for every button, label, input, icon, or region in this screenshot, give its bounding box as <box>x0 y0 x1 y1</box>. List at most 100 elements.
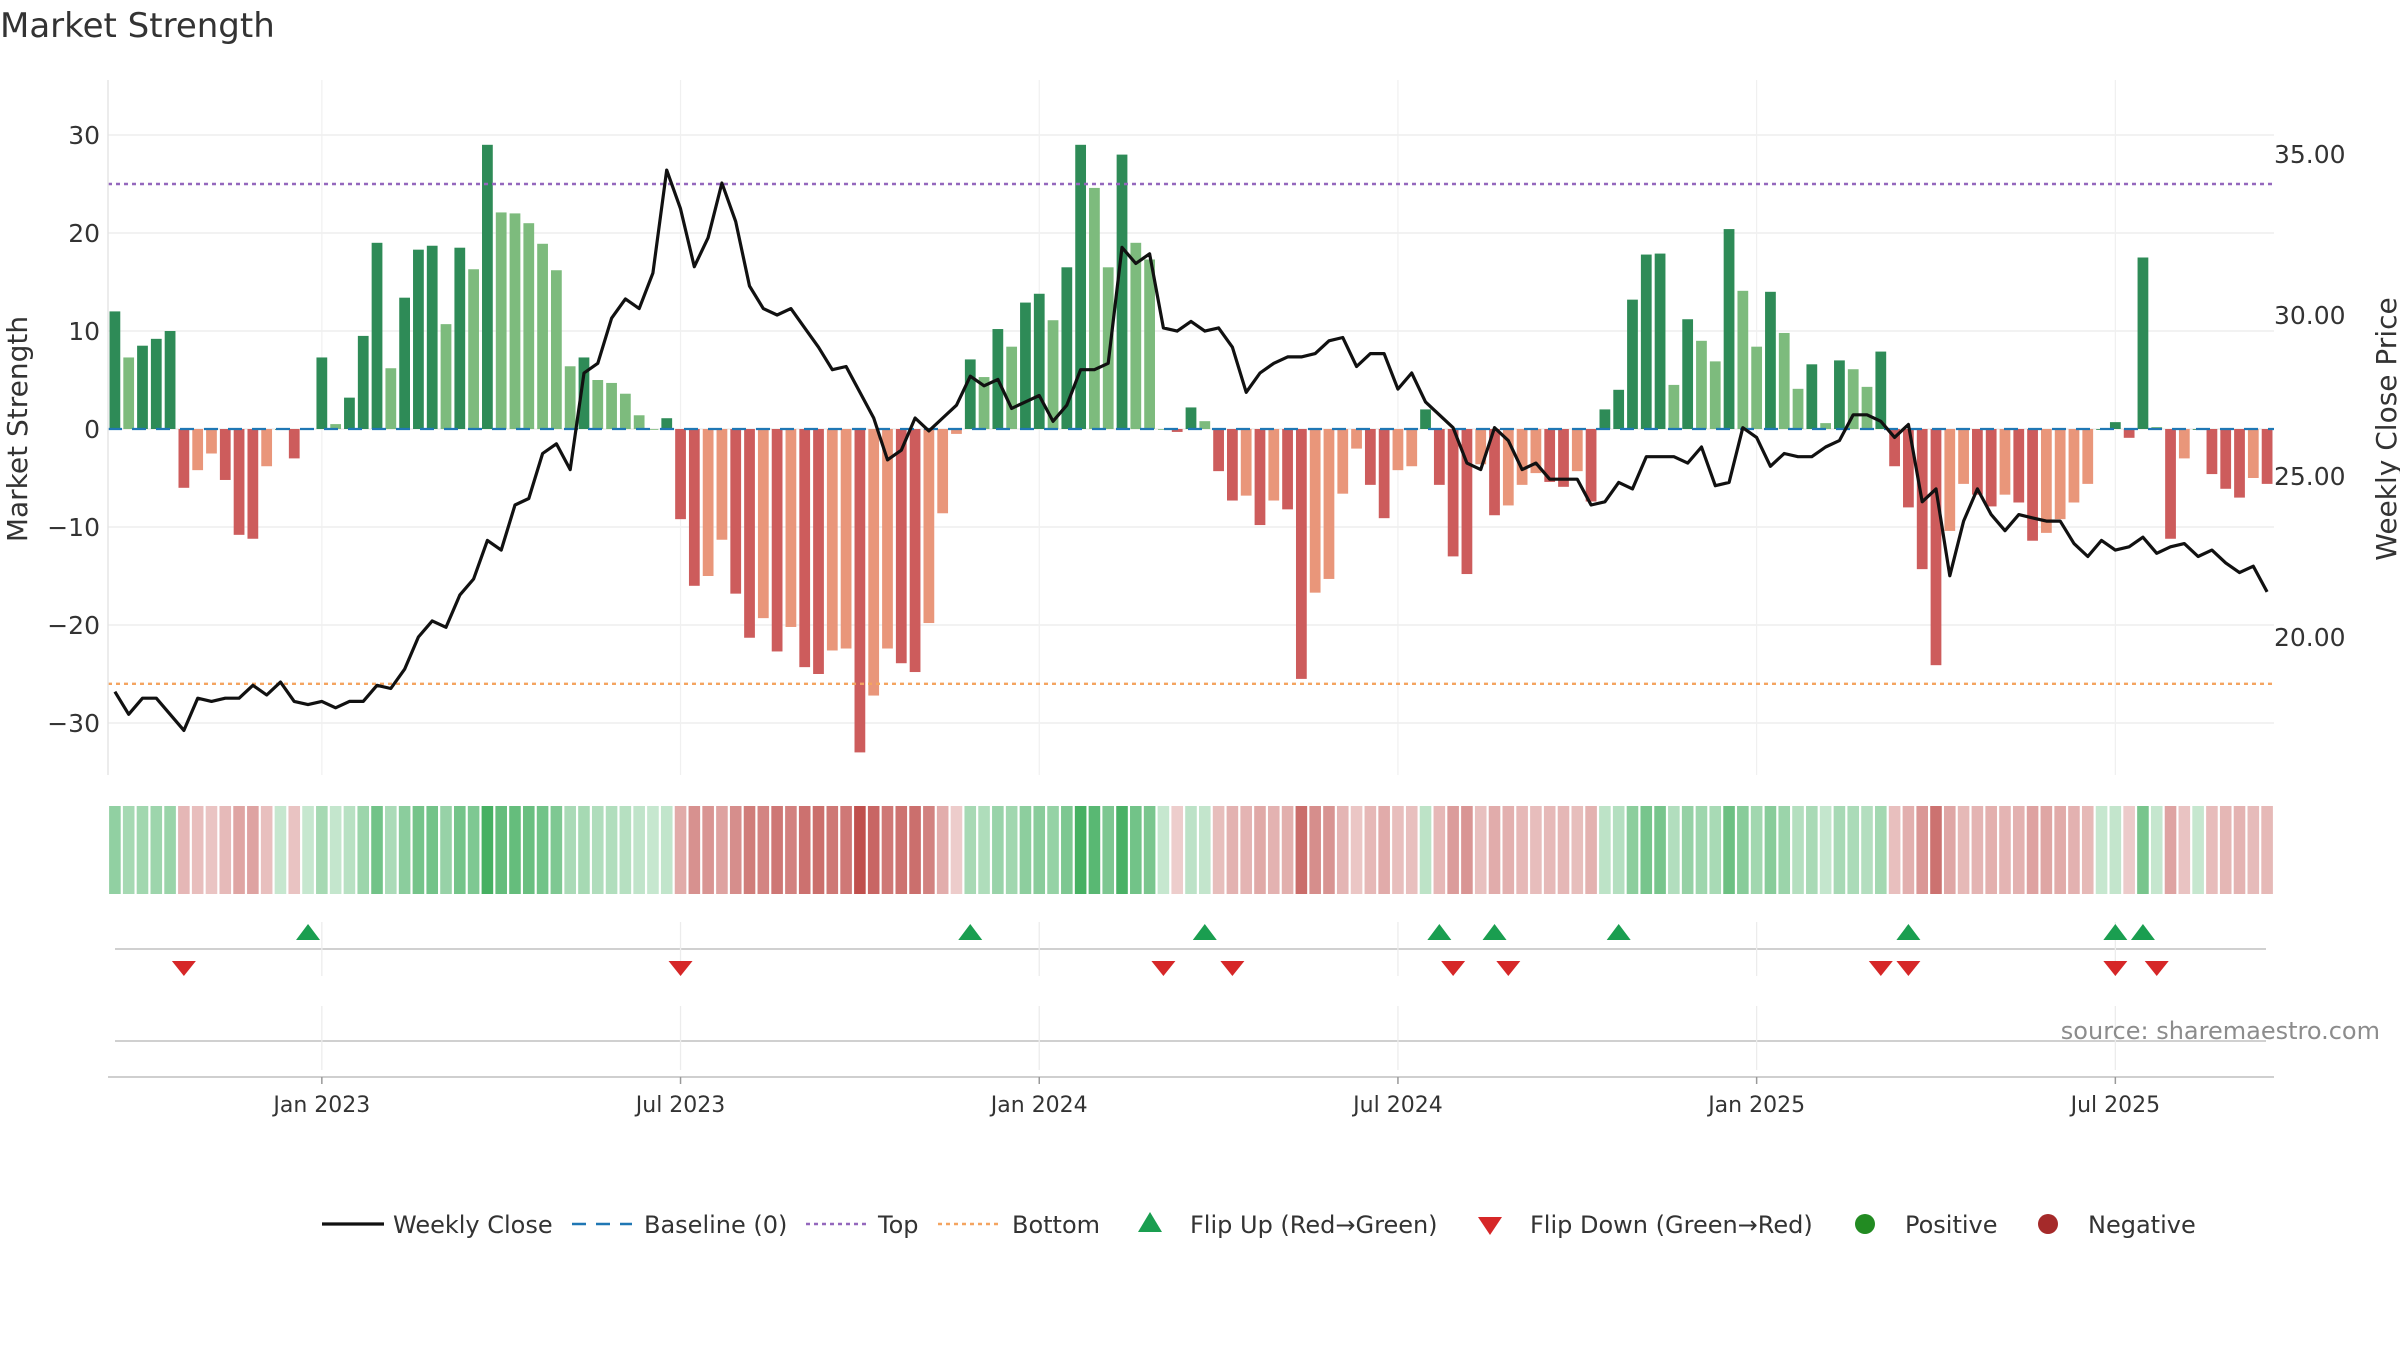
strength-bar <box>1709 361 1721 429</box>
strength-bar <box>1696 340 1707 429</box>
legend-label-negative: Negative <box>2088 1211 2196 1239</box>
strength-bar <box>1089 187 1100 429</box>
strength-bar <box>1640 254 1652 429</box>
heat-cell <box>729 806 742 894</box>
strength-bar <box>2068 429 2080 503</box>
heat-cell <box>1171 806 1183 894</box>
flip-markers-panel <box>108 922 2274 1078</box>
strength-bar <box>1806 364 1818 429</box>
heat-cell <box>1861 806 1873 894</box>
strength-bar <box>1999 429 2011 495</box>
strength-bar <box>1558 429 1569 487</box>
heat-cell <box>564 806 576 894</box>
strength-bar <box>537 243 548 429</box>
heat-cell <box>1281 806 1294 894</box>
heat-cell <box>647 806 659 894</box>
heat-cell <box>2109 806 2122 894</box>
flip-down-marker <box>668 961 693 976</box>
flip-up-marker <box>1192 924 1217 940</box>
heat-cell <box>1047 806 1059 894</box>
heat-cell <box>2040 806 2053 894</box>
heat-cell <box>757 806 770 894</box>
legend-label-weekly-close: Weekly Close <box>393 1211 553 1239</box>
strength-bar <box>1737 290 1749 429</box>
heat-cell <box>1350 806 1363 894</box>
strength-bar <box>206 429 217 454</box>
heat-cell <box>385 806 397 894</box>
y-tick-label-left: −10 <box>47 513 100 542</box>
strength-bar <box>647 429 659 430</box>
strength-bar <box>178 429 190 488</box>
strength-bar <box>675 429 686 520</box>
heat-cell <box>619 806 632 894</box>
heat-cell <box>1626 806 1639 894</box>
heat-cell <box>1792 806 1804 894</box>
heat-cell <box>454 806 466 894</box>
strength-bar <box>702 429 714 576</box>
heat-cell <box>2178 806 2191 894</box>
flip-up-marker <box>1482 924 1507 940</box>
strength-bar <box>440 324 452 429</box>
heat-cell <box>992 806 1004 894</box>
heat-cell <box>1185 806 1197 894</box>
strength-bar <box>2082 429 2094 484</box>
strength-bar <box>233 429 245 535</box>
strength-bar <box>2220 429 2232 489</box>
strength-bar <box>1682 319 1694 429</box>
strength-bar <box>2040 429 2052 533</box>
flip-down-marker <box>1220 961 1245 976</box>
heat-cell <box>1309 806 1321 894</box>
heat-cell <box>964 806 977 894</box>
strength-bar <box>495 212 507 429</box>
strength-bar <box>219 429 231 480</box>
y-tick-label-right: 20.00 <box>2274 623 2346 652</box>
flip-up-marker <box>2130 924 2155 940</box>
heat-cell <box>1019 806 1032 894</box>
flip-up-marker <box>296 924 321 940</box>
x-tick-label: Jul 2025 <box>2069 1093 2161 1118</box>
flip-down-marker <box>1896 961 1921 976</box>
heat-cell <box>1543 806 1556 894</box>
heat-cell <box>1212 806 1225 894</box>
heat-cell <box>2164 806 2177 894</box>
strength-bar <box>316 357 328 429</box>
flip-down-marker <box>1441 961 1466 976</box>
strength-bar <box>1654 253 1666 429</box>
strength-bar <box>1213 429 1224 472</box>
strength-bar <box>164 331 176 429</box>
heat-cell <box>1405 806 1418 894</box>
heat-cell <box>2137 806 2149 894</box>
y-tick-label-right: 35.00 <box>2274 140 2346 169</box>
flip-up-marker <box>958 924 983 940</box>
legend-label-bottom: Bottom <box>1012 1211 1100 1239</box>
strength-bar <box>1516 429 1528 485</box>
heat-cell <box>1364 806 1377 894</box>
heat-cell <box>1336 806 1349 894</box>
heat-cell <box>1985 806 1997 894</box>
heat-cell <box>440 806 452 894</box>
x-tick-label: Jan 2024 <box>989 1093 1088 1118</box>
heat-cell <box>1530 806 1542 894</box>
heat-cell <box>302 806 314 894</box>
strength-bar <box>1778 332 1790 429</box>
strength-bar <box>426 245 438 429</box>
legend: Weekly Close Baseline (0) Top Bottom Flip Up… <box>322 1211 2196 1239</box>
strength-bar <box>1544 429 1556 482</box>
weekly-close-line <box>113 168 2269 733</box>
flip-down-marker <box>171 961 196 976</box>
heat-cell <box>1833 806 1846 894</box>
strength-bar <box>550 270 562 429</box>
heat-cell <box>1750 806 1763 894</box>
heat-cell <box>2123 806 2135 894</box>
heat-cell <box>205 806 218 894</box>
legend-swatch-positive <box>1855 1214 1875 1234</box>
strength-bar <box>1130 242 1142 429</box>
strength-bar <box>1199 421 1211 429</box>
heat-cell <box>316 806 328 894</box>
strength-bar <box>1406 429 1418 467</box>
heat-cell <box>1516 806 1528 894</box>
strength-bar <box>840 429 852 649</box>
heat-cell <box>798 806 811 894</box>
heat-cell <box>1474 806 1487 894</box>
strength-bar <box>2013 429 2025 503</box>
